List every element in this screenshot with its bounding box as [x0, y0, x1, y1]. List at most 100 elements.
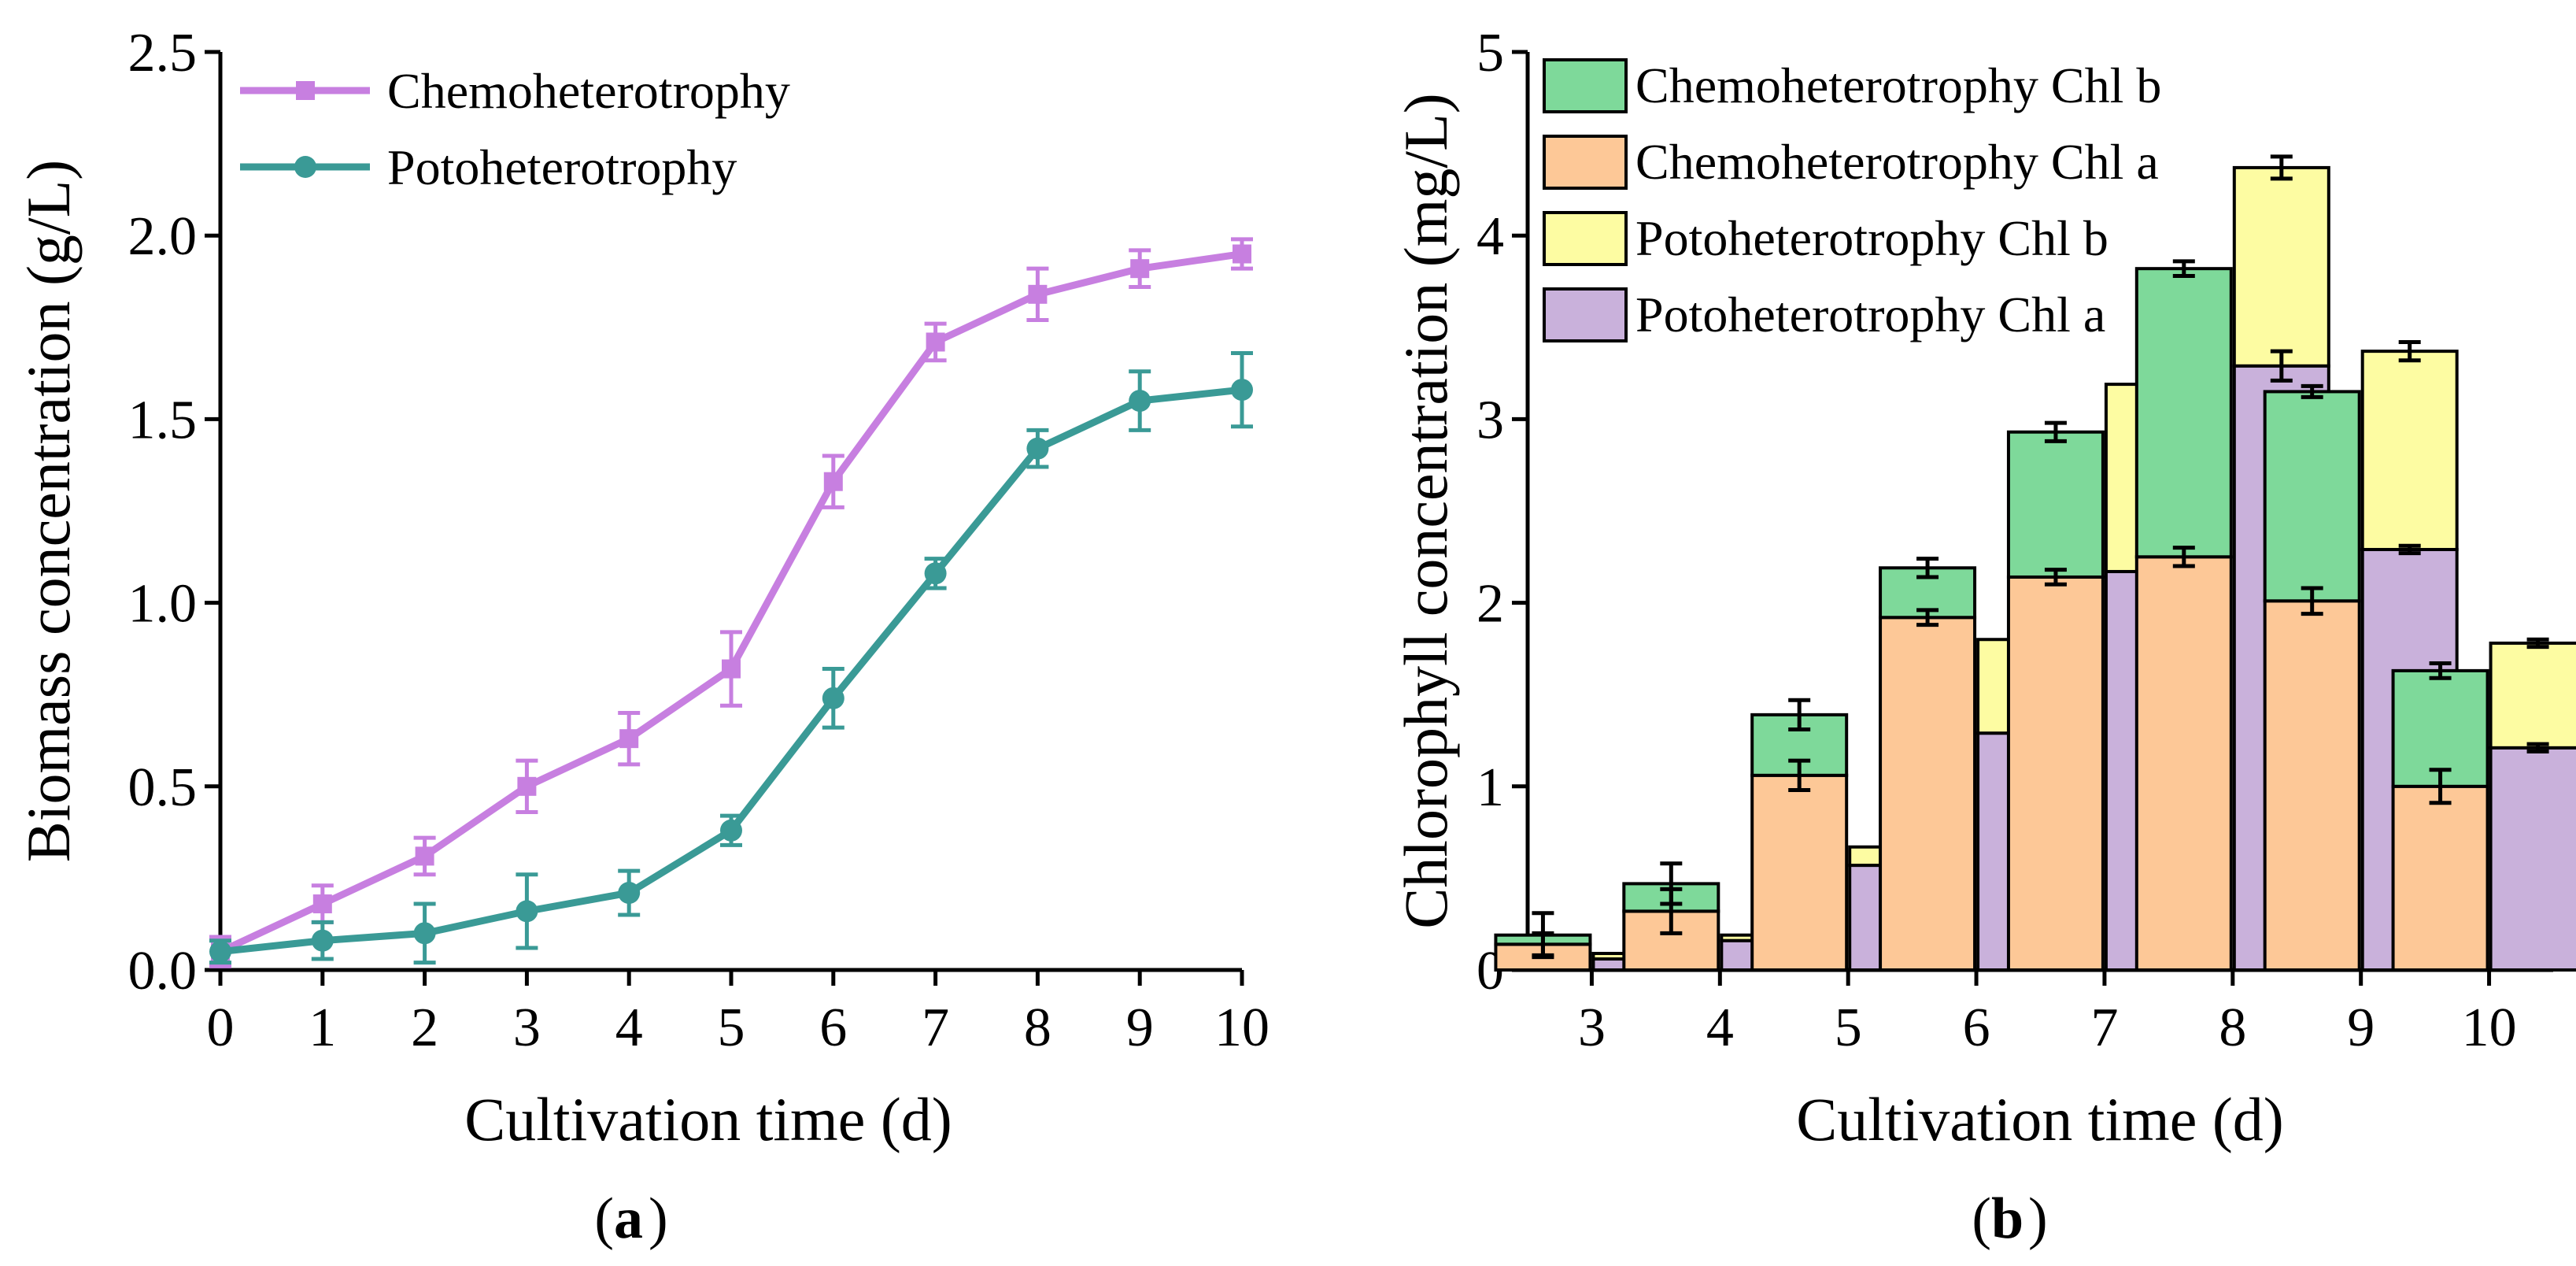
panel-b-bar-chemoheterotrophy-chl-a [2391, 784, 2489, 972]
panel-a-x-tick-label: 5 [718, 998, 745, 1058]
panel-b-error-bar [2301, 586, 2323, 616]
panel-b-bar-chemoheterotrophy-chl-a [1750, 773, 1849, 972]
panel-b-x-tick-label: 6 [1963, 998, 1990, 1058]
panel-a-data-point [517, 776, 537, 796]
panel-b-error-bar [2044, 420, 2067, 443]
panel-a-ylabel: Biomass concentration (g/L) [14, 160, 83, 862]
panel-b-x-tick-label: 10 [2462, 998, 2517, 1058]
panel-b-bar-potoheterotrophy-chl-b [2360, 350, 2459, 551]
panel-a-x-tick-label: 0 [207, 998, 235, 1058]
panel-b-error-bar [2398, 339, 2421, 363]
panel-a-data-point [516, 900, 538, 923]
panel-a-x-tick-label: 8 [1024, 998, 1051, 1058]
panel-a-x-tick-label: 7 [922, 998, 949, 1058]
panel-a-data-point [209, 940, 231, 963]
panel-a-y-tick-label: 1.5 [128, 390, 198, 450]
panel-a-data-point [413, 922, 436, 945]
panel-b-legend-swatch [1543, 287, 1628, 342]
panel-b-error-bar [2172, 259, 2195, 279]
panel-b-x-tick-label: 7 [2090, 998, 2118, 1058]
panel-a-x-tick-label: 9 [1126, 998, 1154, 1058]
panel-a-y-tick-label: 2.0 [128, 206, 198, 267]
panel-a-data-point [415, 846, 434, 866]
panel-b-legend-swatch [1543, 58, 1628, 113]
panel-b-error-bar [2270, 154, 2293, 181]
panel-b-bar-chemoheterotrophy-chl-b [2134, 267, 2233, 559]
panel-a-data-point [312, 894, 332, 914]
panel-b-error-bar [1916, 608, 1939, 627]
panel-a-data-point [822, 687, 844, 709]
panel-b-legend-label: Chemoheterotrophy Chl a [1635, 134, 2159, 190]
panel-b-error-bar [2270, 349, 2293, 383]
panel-a-y-tick-label: 2.5 [128, 23, 198, 83]
panel-a-data-point [1129, 390, 1151, 413]
panel-b-error-bar [1916, 557, 1939, 579]
panel-b-y-tick-label: 1 [1476, 757, 1504, 818]
panel-a-data-point [1026, 437, 1049, 460]
panel-b-caption: b [1991, 1186, 2023, 1251]
panel-b-legend-label: Potoheterotrophy Chl a [1635, 287, 2105, 342]
panel-b-bar-chemoheterotrophy-chl-a [1879, 616, 1977, 972]
panel-b-x-tick-label: 4 [1706, 998, 1734, 1058]
panel-a-legend-label: Potoheterotrophy [387, 139, 737, 195]
panel-b-x-tick-label: 3 [1578, 998, 1606, 1058]
panel-b-error-bar [1788, 698, 1811, 732]
panel-b-error-bar [1532, 911, 1554, 960]
panel-a-data-point [924, 562, 947, 585]
panel-a-caption: a [614, 1186, 643, 1251]
panel-b-error-bar [2301, 383, 2323, 399]
panel-b-error-bar [2526, 742, 2549, 753]
panel-a-y-tick-label: 0.5 [128, 757, 198, 818]
panel-b-error-bar [2172, 546, 2195, 568]
panel-b-xlabel: Cultivation time (d) [1796, 1085, 2284, 1153]
panel-b-bar-chemoheterotrophy-chl-b [2006, 430, 2105, 579]
panel-b-error-bar [1788, 758, 1811, 792]
panel-b-error-bar [2429, 661, 2452, 680]
panel-b-bar-chemoheterotrophy-chl-b [2391, 668, 2489, 788]
panel-b-bar-chemoheterotrophy-chl-a [2263, 599, 2361, 972]
panel-b-ylabel: Chlorophyll concentration (mg/L) [1391, 93, 1460, 928]
panel-b-x-tick-label: 8 [2219, 998, 2246, 1058]
panel-b-x-tick-label: 5 [1835, 998, 1862, 1058]
panel-b-caption-open: ( [1972, 1186, 1991, 1251]
panel-b-error-bar [2398, 543, 2421, 556]
panel-b-legend-label: Potoheterotrophy Chl b [1635, 210, 2108, 266]
panel-b-caption-close: ) [2028, 1186, 2048, 1251]
panel-a-data-point [823, 472, 843, 491]
panel-a-data-point [720, 819, 742, 842]
panel-b-legend-swatch [1543, 135, 1628, 190]
panel-b-legend-swatch [1543, 211, 1628, 266]
panel-a-series-chemoheterotrophy [209, 237, 1253, 968]
panel-a-data-point [1028, 284, 1048, 304]
panel-b-x-tick-label: 9 [2347, 998, 2375, 1058]
panel-a-xlabel: Cultivation time (d) [464, 1085, 952, 1153]
panel-a-data-point [722, 659, 741, 679]
panel-b-bar-chemoheterotrophy-chl-a [2134, 555, 2233, 972]
panel-a-data-point [619, 729, 639, 749]
panel-b-legend-label: Chemoheterotrophy Chl b [1635, 57, 2161, 113]
panel-a-caption-close: ) [649, 1186, 668, 1251]
panel-a-caption-open: ( [594, 1186, 614, 1251]
panel-a-x-tick-label: 10 [1214, 998, 1270, 1058]
panel-a-y-tick-label: 0.0 [128, 941, 198, 1001]
panel-b-error-bar [1660, 861, 1683, 906]
panel-a-series-potoheterotrophy [209, 350, 1253, 965]
panel-a-x-tick-label: 4 [615, 998, 643, 1058]
panel-b-y-tick-label: 5 [1476, 23, 1504, 83]
panel-a-data-point [1231, 379, 1253, 402]
panel-b-y-tick-label: 2 [1476, 574, 1504, 635]
panel-a-legend-marker [296, 81, 315, 100]
panel-a-data-point [311, 929, 334, 952]
panel-a-line-chart: 0 1 2 3 4 5 6 7 8 9 10 0.0 0.5 1.0 1.5 2.0 2.5 Chemohet… [14, 23, 1270, 1251]
panel-a-x-tick-label: 1 [309, 998, 336, 1058]
panel-a-data-point [1233, 244, 1251, 264]
panel-b-bar-chemoheterotrophy-chl-b [2263, 390, 2361, 603]
panel-a-y-tick-label: 1.0 [128, 574, 198, 635]
panel-a-data-point [618, 882, 641, 905]
panel-a-legend-marker [294, 156, 316, 178]
panel-b-bar-potoheterotrophy-chl-b [2232, 165, 2330, 368]
panel-b-bar-chemoheterotrophy-chl-a [2006, 575, 2105, 972]
panel-a-x-tick-label: 3 [513, 998, 541, 1058]
